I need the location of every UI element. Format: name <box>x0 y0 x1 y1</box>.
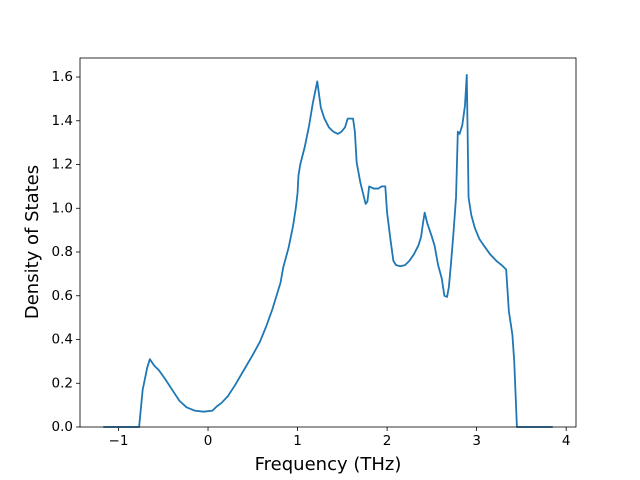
y-tick-label: 0.0 <box>52 419 73 435</box>
y-tick-label: 1.2 <box>52 157 73 173</box>
x-tick-label: 1 <box>293 433 302 449</box>
x-tick-label: 2 <box>383 433 392 449</box>
line <box>103 73 553 428</box>
y-tick-label: 0.2 <box>52 375 73 391</box>
x-tick-label: 3 <box>472 433 481 449</box>
x-tick-label: −1 <box>109 433 129 449</box>
x-tick-label: 4 <box>562 433 571 449</box>
y-tick-label: 1.6 <box>52 69 73 85</box>
y-tick-label: 0.8 <box>52 244 73 260</box>
y-axis-label: Density of States <box>22 165 43 319</box>
y-tick-label: 1.4 <box>52 113 73 129</box>
y-tick-label: 1.0 <box>52 200 73 216</box>
plot-frame <box>79 57 577 428</box>
y-tick-label: 0.6 <box>52 288 73 304</box>
x-tick-label: 0 <box>204 433 213 449</box>
y-tick-label: 0.4 <box>52 332 73 348</box>
x-axis-label: Frequency (THz) <box>255 454 402 475</box>
